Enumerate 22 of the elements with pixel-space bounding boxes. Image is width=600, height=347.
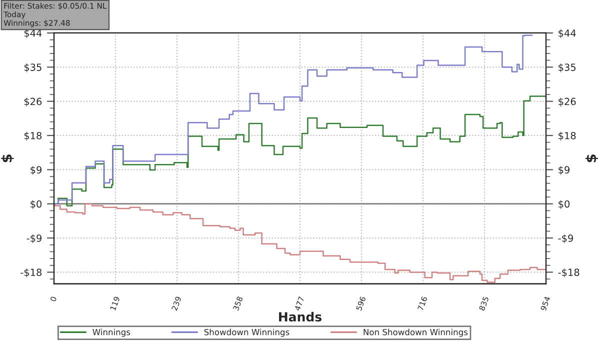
y2-tick-label: $9 [558,166,570,175]
y2-tick-label: $0 [558,200,570,209]
y-axis-title: $ [1,154,14,162]
y-tick-label: $18 [24,132,42,141]
x-axis-title: Hands [279,312,322,322]
legend-label: Showdown Winnings [204,328,290,337]
y2-axis-title: $ [585,154,598,162]
y-tick-label: -$18 [20,268,42,278]
y-tick-label: $35 [24,63,42,72]
y-tick-label: $9 [30,166,42,175]
y-tick-label: $44 [24,29,42,38]
y2-tick-label: -$9 [558,234,573,244]
y2-tick-label: $26 [558,98,576,106]
legend-label: Winnings [92,328,130,337]
y2-tick-label: $44 [558,29,576,38]
y-tick-label: $0 [30,200,42,209]
y2-tick-label: $35 [558,63,576,72]
y2-tick-label: $18 [558,132,576,141]
legend-label: Non Showdown Winnings [364,328,468,337]
y-tick-label: $26 [24,98,42,106]
y-tick-label: -$9 [26,234,42,244]
y2-tick-label: -$18 [558,268,580,278]
